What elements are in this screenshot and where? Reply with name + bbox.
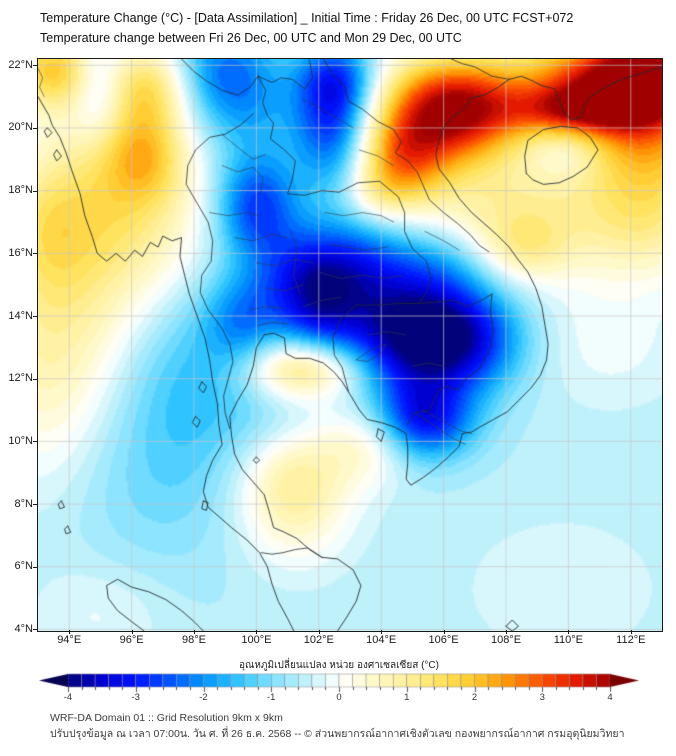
header: Temperature Change (°C) - [Data Assimila… [40,8,573,48]
colorbar-tick-label: -1 [267,692,276,703]
lon-tick-mark [194,630,195,634]
colorbar-tick-label: 0 [336,692,342,703]
lon-tick-label: 94°E [57,634,82,646]
lon-tick-mark [256,630,258,634]
lat-tick-label: 18°N [8,184,33,197]
lon-tick-label: 110°E [553,634,584,646]
lat-tick-mark [33,127,37,129]
colorbar-tick-label: 3 [539,692,545,703]
lon-tick-label: 112°E [616,634,646,646]
map-area [37,58,663,632]
lon-tick-mark [69,630,71,634]
lon-tick-label: 102°E [303,634,334,646]
lat-tick-mark [33,629,37,631]
page-title: Temperature Change (°C) - [Data Assimila… [40,11,574,25]
lon-tick-label: 106°E [428,634,459,646]
lon-tick-mark [318,630,320,634]
lat-tick-label: 8°N [14,497,33,510]
colorbar-tick-label: -2 [199,692,208,703]
colorbar [39,673,639,693]
lon-tick-label: 108°E [490,634,522,646]
lat-tick-mark [33,190,37,192]
temperature-change-map-canvas [38,59,662,631]
footer: WRF-DA Domain 01 :: Grid Resolution 9km … [50,710,624,742]
lat-tick-label: 6°N [14,560,33,573]
colorbar-tick-label: 1 [404,692,410,703]
lat-tick-mark [33,504,37,506]
colorbar-tick-label: -4 [63,692,73,703]
lat-tick-mark [33,566,37,568]
colorbar-tick-label: 4 [607,692,613,703]
lon-tick-label: 104°E [366,634,397,646]
lat-tick-label: 20°N [8,121,33,134]
page-subtitle: Temperature change between Fri 26 Dec, 0… [40,31,462,45]
colorbar-tick-label: -3 [131,692,140,703]
lon-tick-mark [506,630,507,634]
footer-domain-info: WRF-DA Domain 01 :: Grid Resolution 9km … [50,712,283,724]
lat-tick-label: 16°N [8,246,33,259]
lat-tick-label: 4°N [14,622,33,635]
lat-tick-mark [33,316,37,317]
lat-tick-label: 22°N [8,58,33,71]
lon-tick-label: 98°E [182,634,206,646]
footer-update-info: ปรับปรุงข้อมูล ณ เวลา 07:00น. วัน ศ. ที่… [50,728,625,740]
lat-tick-mark [33,378,37,380]
lat-tick-label: 14°N [8,309,33,322]
lon-tick-label: 100°E [241,634,272,646]
lat-tick-label: 12°N [8,372,33,385]
lat-tick-mark [33,253,37,255]
lon-tick-label: 96°E [119,634,144,646]
colorbar-title: อุณหภูมิเปลี่ยนแปลง หน่วย องศาเซลเซียส (… [239,660,439,671]
lon-tick-mark [381,630,383,634]
colorbar-tick-label: 2 [471,692,478,703]
lon-tick-mark [131,630,133,634]
lat-tick-label: 10°N [8,434,33,447]
lon-tick-mark [630,630,632,634]
lon-tick-mark [568,630,570,634]
lat-tick-mark [33,65,37,67]
lon-tick-mark [443,630,445,634]
lat-tick-mark [33,441,37,443]
